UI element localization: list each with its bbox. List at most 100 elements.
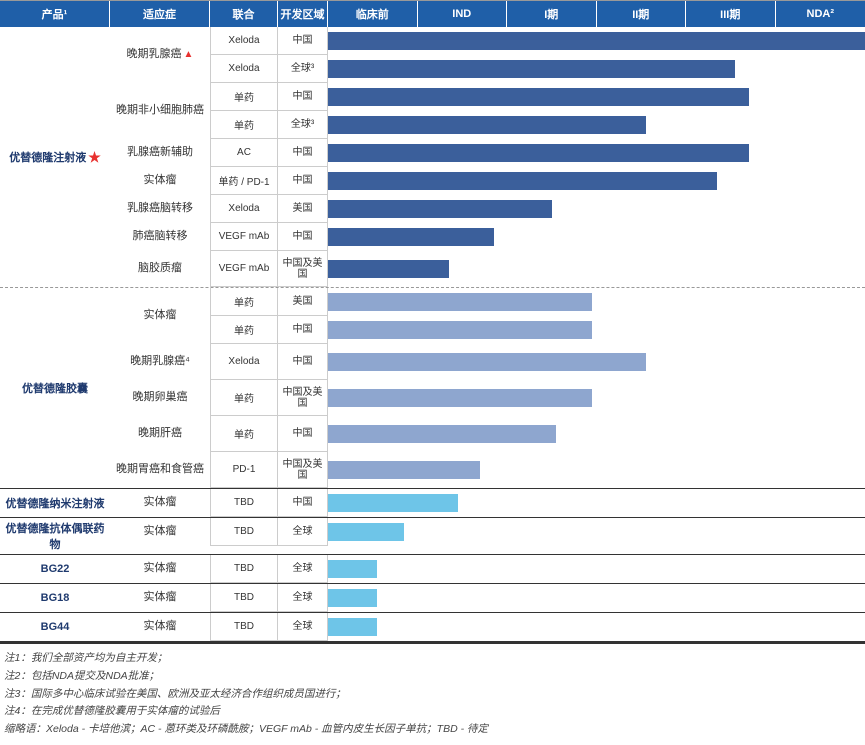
combo-cell: 单药 bbox=[210, 380, 278, 416]
sub-rows: VEGF mAb中国及美国 bbox=[210, 251, 865, 287]
progress-bar bbox=[328, 494, 458, 512]
indication-label: 实体瘤 bbox=[110, 613, 210, 641]
product-name: 优替德隆注射液★ bbox=[0, 27, 110, 287]
indication-group: 脑胶质瘤VEGF mAb中国及美国 bbox=[110, 251, 865, 287]
data-row: Xeloda中国 bbox=[210, 344, 865, 380]
progress-bar bbox=[328, 589, 377, 607]
product-group: 优替德隆胶囊实体瘤单药美国单药中国晚期乳腺癌⁴Xeloda中国晚期卵巢癌单药中国… bbox=[0, 288, 865, 489]
region-cell: 中国 bbox=[278, 27, 328, 55]
data-row: TBD全球 bbox=[210, 613, 865, 641]
bar-area bbox=[328, 489, 865, 517]
combo-cell: 单药 bbox=[210, 288, 278, 316]
bar-area bbox=[328, 27, 865, 55]
header-indication: 适应症 bbox=[110, 1, 210, 27]
region-cell: 中国 bbox=[278, 316, 328, 344]
indication-group: 实体瘤单药美国单药中国 bbox=[110, 288, 865, 344]
combo-cell: 单药 / PD-1 bbox=[210, 167, 278, 195]
header-stage-5: NDA² bbox=[776, 1, 865, 27]
bar-area bbox=[328, 380, 865, 416]
footnote-line: 注2：包括NDA提交及NDA批准； bbox=[4, 668, 861, 685]
indication-label: 肺癌脑转移 bbox=[110, 223, 210, 251]
bar-area bbox=[328, 584, 865, 612]
data-row: AC中国 bbox=[210, 139, 865, 167]
header-combo: 联合 bbox=[210, 1, 278, 27]
data-row: TBD中国 bbox=[210, 489, 865, 517]
indication-group: 晚期乳腺癌▲Xeloda中国Xeloda全球³ bbox=[110, 27, 865, 83]
product-name: BG44 bbox=[0, 613, 110, 641]
region-cell: 全球 bbox=[278, 518, 328, 546]
progress-bar bbox=[328, 228, 494, 246]
indication-group: 实体瘤TBD全球 bbox=[110, 555, 865, 583]
sub-rows: TBD全球 bbox=[210, 584, 865, 612]
indication-label: 实体瘤 bbox=[110, 288, 210, 344]
product-group: BG18实体瘤TBD全球 bbox=[0, 584, 865, 613]
indication-group: 乳腺癌新辅助AC中国 bbox=[110, 139, 865, 167]
data-row: TBD全球 bbox=[210, 518, 865, 546]
data-row: 单药 / PD-1中国 bbox=[210, 167, 865, 195]
rows-column: 实体瘤TBD全球 bbox=[110, 613, 865, 641]
bar-area bbox=[328, 452, 865, 488]
bar-area bbox=[328, 139, 865, 167]
progress-bar bbox=[328, 200, 552, 218]
combo-cell: 单药 bbox=[210, 316, 278, 344]
indication-label: 实体瘤 bbox=[110, 555, 210, 583]
header-stage-2: I期 bbox=[507, 1, 597, 27]
sub-rows: Xeloda中国 bbox=[210, 344, 865, 380]
indication-label: 晚期乳腺癌▲ bbox=[110, 27, 210, 83]
product-group: BG44实体瘤TBD全球 bbox=[0, 613, 865, 642]
product-name: 优替德隆胶囊 bbox=[0, 288, 110, 488]
footnotes: 注1：我们全部资产均为自主开发；注2：包括NDA提交及NDA批准；注3：国际多中… bbox=[0, 644, 865, 745]
bar-area bbox=[328, 288, 865, 316]
progress-bar bbox=[328, 425, 556, 443]
region-cell: 全球 bbox=[278, 584, 328, 612]
product-name: 优替德隆抗体偶联药物 bbox=[0, 518, 110, 554]
progress-bar bbox=[328, 116, 646, 134]
region-cell: 全球 bbox=[278, 613, 328, 641]
region-cell: 中国 bbox=[278, 223, 328, 251]
progress-bar bbox=[328, 144, 749, 162]
indication-label: 实体瘤 bbox=[110, 167, 210, 195]
rows-column: 实体瘤TBD全球 bbox=[110, 518, 865, 554]
combo-cell: Xeloda bbox=[210, 195, 278, 223]
region-cell: 全球³ bbox=[278, 111, 328, 139]
rows-column: 实体瘤TBD全球 bbox=[110, 555, 865, 583]
table-header: 产品¹ 适应症 联合 开发区域 临床前 IND I期 II期 III期 NDA² bbox=[0, 1, 865, 27]
combo-cell: VEGF mAb bbox=[210, 223, 278, 251]
sub-rows: 单药 / PD-1中国 bbox=[210, 167, 865, 195]
sub-rows: 单药中国 bbox=[210, 416, 865, 452]
sub-rows: Xeloda美国 bbox=[210, 195, 865, 223]
data-row: VEGF mAb中国 bbox=[210, 223, 865, 251]
indication-label: 晚期非小细胞肺癌 bbox=[110, 83, 210, 139]
header-stage-3: II期 bbox=[597, 1, 687, 27]
data-row: 单药中国及美国 bbox=[210, 380, 865, 416]
region-cell: 中国 bbox=[278, 344, 328, 380]
data-row: Xeloda全球³ bbox=[210, 55, 865, 83]
rows-column: 实体瘤单药美国单药中国晚期乳腺癌⁴Xeloda中国晚期卵巢癌单药中国及美国晚期肝… bbox=[110, 288, 865, 488]
region-cell: 中国 bbox=[278, 83, 328, 111]
rows-column: 晚期乳腺癌▲Xeloda中国Xeloda全球³晚期非小细胞肺癌单药中国单药全球³… bbox=[110, 27, 865, 287]
product-group: 优替德隆抗体偶联药物实体瘤TBD全球 bbox=[0, 518, 865, 555]
combo-cell: TBD bbox=[210, 613, 278, 641]
combo-cell: Xeloda bbox=[210, 55, 278, 83]
header-stage-0: 临床前 bbox=[328, 1, 418, 27]
star-icon: ★ bbox=[88, 149, 101, 166]
combo-cell: AC bbox=[210, 139, 278, 167]
region-cell: 中国 bbox=[278, 167, 328, 195]
sub-rows: PD-1中国及美国 bbox=[210, 452, 865, 488]
region-cell: 全球 bbox=[278, 555, 328, 583]
indication-group: 晚期胃癌和食管癌PD-1中国及美国 bbox=[110, 452, 865, 488]
indication-label: 乳腺癌脑转移 bbox=[110, 195, 210, 223]
footnote-line: 缩略语：Xeloda - 卡培他滨；AC - 蒽环类及环磷酰胺；VEGF mAb… bbox=[4, 721, 861, 738]
bar-area bbox=[328, 555, 865, 583]
bar-area bbox=[328, 416, 865, 452]
sub-rows: VEGF mAb中国 bbox=[210, 223, 865, 251]
footnote-line: 注1：我们全部资产均为自主开发； bbox=[4, 650, 861, 667]
progress-bar bbox=[328, 618, 377, 636]
data-row: 单药美国 bbox=[210, 288, 865, 316]
indication-label: 实体瘤 bbox=[110, 489, 210, 517]
region-cell: 美国 bbox=[278, 288, 328, 316]
indication-label: 晚期乳腺癌⁴ bbox=[110, 344, 210, 380]
sub-rows: Xeloda中国Xeloda全球³ bbox=[210, 27, 865, 83]
data-row: Xeloda美国 bbox=[210, 195, 865, 223]
sub-rows: TBD全球 bbox=[210, 518, 865, 546]
